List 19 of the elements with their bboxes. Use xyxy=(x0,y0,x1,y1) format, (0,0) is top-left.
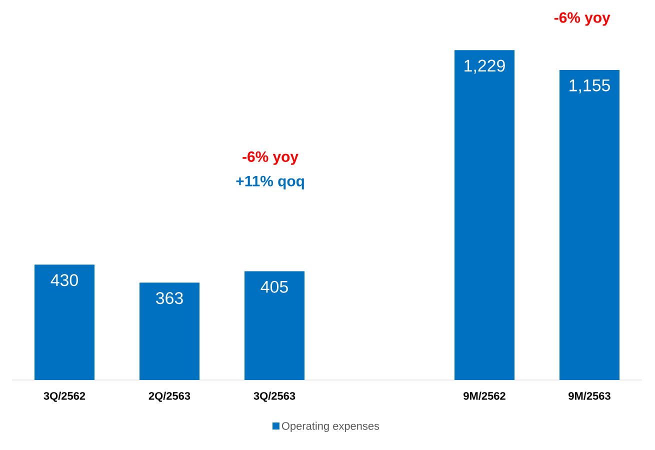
data-label: 1,155 xyxy=(570,80,610,94)
bar xyxy=(560,70,620,380)
bar xyxy=(140,282,200,380)
x-tick-label: 9M/2563 xyxy=(568,392,610,400)
x-tick-label: 3Q/2562 xyxy=(44,392,86,402)
data-label: 430 xyxy=(50,274,78,286)
data-label: 363 xyxy=(156,292,183,304)
text: -6% yoy xyxy=(554,12,610,26)
data-label: 1,229 xyxy=(464,60,505,74)
x-tick-label: 3Q/2563 xyxy=(254,392,296,402)
bar xyxy=(454,50,514,380)
bar xyxy=(34,264,94,380)
bar xyxy=(244,271,304,380)
x-tick-label: 2Q/2563 xyxy=(148,392,190,402)
annotation: +11% qoq xyxy=(236,176,304,190)
legend-label: Operating expenses xyxy=(282,422,380,432)
annotation: -6% yoy xyxy=(242,151,298,165)
x-tick-label: 9M/2562 xyxy=(464,392,506,400)
data-label: 405 xyxy=(260,280,288,293)
